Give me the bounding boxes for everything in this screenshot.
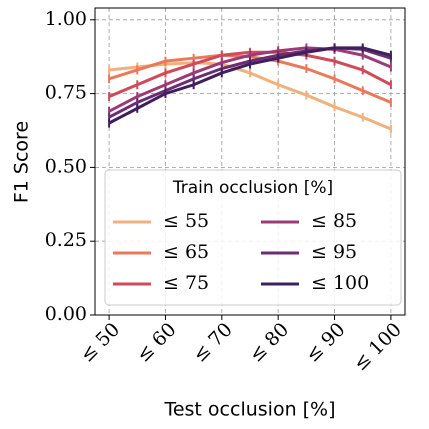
legend-box xyxy=(104,169,402,306)
x-tick-label: ≤ 60 xyxy=(132,319,180,367)
x-axis-label: Test occlusion [%] xyxy=(163,399,335,421)
x-tick-label: ≤ 70 xyxy=(189,319,237,367)
x-tick-label: ≤ 80 xyxy=(245,319,293,367)
y-tick-label: 1.00 xyxy=(45,8,87,30)
legend-title: Train occlusion [%] xyxy=(172,178,333,198)
legend-label: ≤ 85 xyxy=(311,210,357,232)
legend-label: ≤ 55 xyxy=(163,210,209,232)
y-tick-label: 0.75 xyxy=(45,82,87,104)
legend-label: ≤ 95 xyxy=(311,241,357,263)
x-tick-label: ≤ 90 xyxy=(301,319,349,367)
legend-label: ≤ 100 xyxy=(311,272,369,294)
y-tick-label: 0.25 xyxy=(45,229,87,251)
y-axis-label: F1 Score xyxy=(11,121,33,203)
y-tick-label: 0.00 xyxy=(45,303,87,325)
plot-frame xyxy=(94,7,406,316)
x-tick-label: ≤ 50 xyxy=(76,319,124,367)
y-tick-label: 0.50 xyxy=(45,155,87,177)
legend-label: ≤ 65 xyxy=(163,241,209,263)
legend-label: ≤ 75 xyxy=(163,272,209,294)
x-tick-label: ≤ 100 xyxy=(349,319,406,376)
